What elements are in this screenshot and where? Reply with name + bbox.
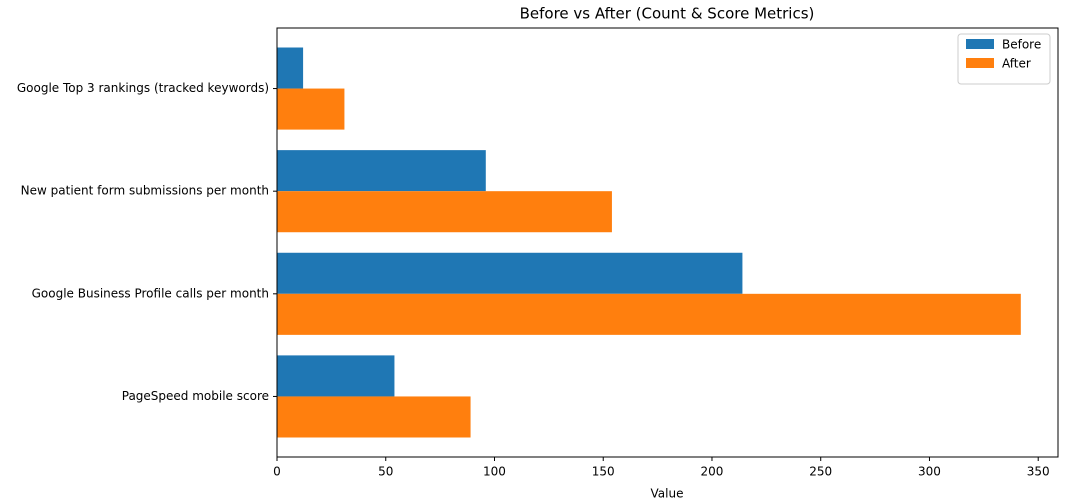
bar	[277, 293, 1021, 335]
bar	[277, 252, 743, 294]
legend-swatch	[966, 39, 994, 49]
y-tick-label: New patient form submissions per month	[21, 184, 269, 198]
bar	[277, 191, 612, 233]
y-tick-label: PageSpeed mobile score	[122, 389, 269, 403]
x-tick-label: 0	[273, 465, 281, 479]
bar	[277, 88, 345, 130]
y-tick-label: Google Top 3 rankings (tracked keywords)	[17, 81, 269, 95]
x-tick-label: 100	[483, 465, 506, 479]
bar	[277, 150, 486, 192]
y-tick-label: Google Business Profile calls per month	[32, 286, 269, 300]
bar	[277, 396, 471, 438]
x-axis-label: Value	[651, 487, 684, 501]
x-tick-label: 300	[918, 465, 941, 479]
chart-title: Before vs After (Count & Score Metrics)	[520, 5, 815, 23]
x-tick-label: 200	[701, 465, 724, 479]
x-tick-label: 50	[378, 465, 393, 479]
legend-label: After	[1002, 57, 1031, 71]
x-tick-label: 150	[592, 465, 615, 479]
plot-frame	[276, 27, 1059, 458]
x-tick-label: 250	[809, 465, 832, 479]
x-tick-label: 350	[1027, 465, 1050, 479]
legend-swatch	[966, 58, 994, 68]
bar	[277, 355, 395, 397]
legend-label: Before	[1002, 38, 1041, 52]
bar	[277, 47, 304, 89]
